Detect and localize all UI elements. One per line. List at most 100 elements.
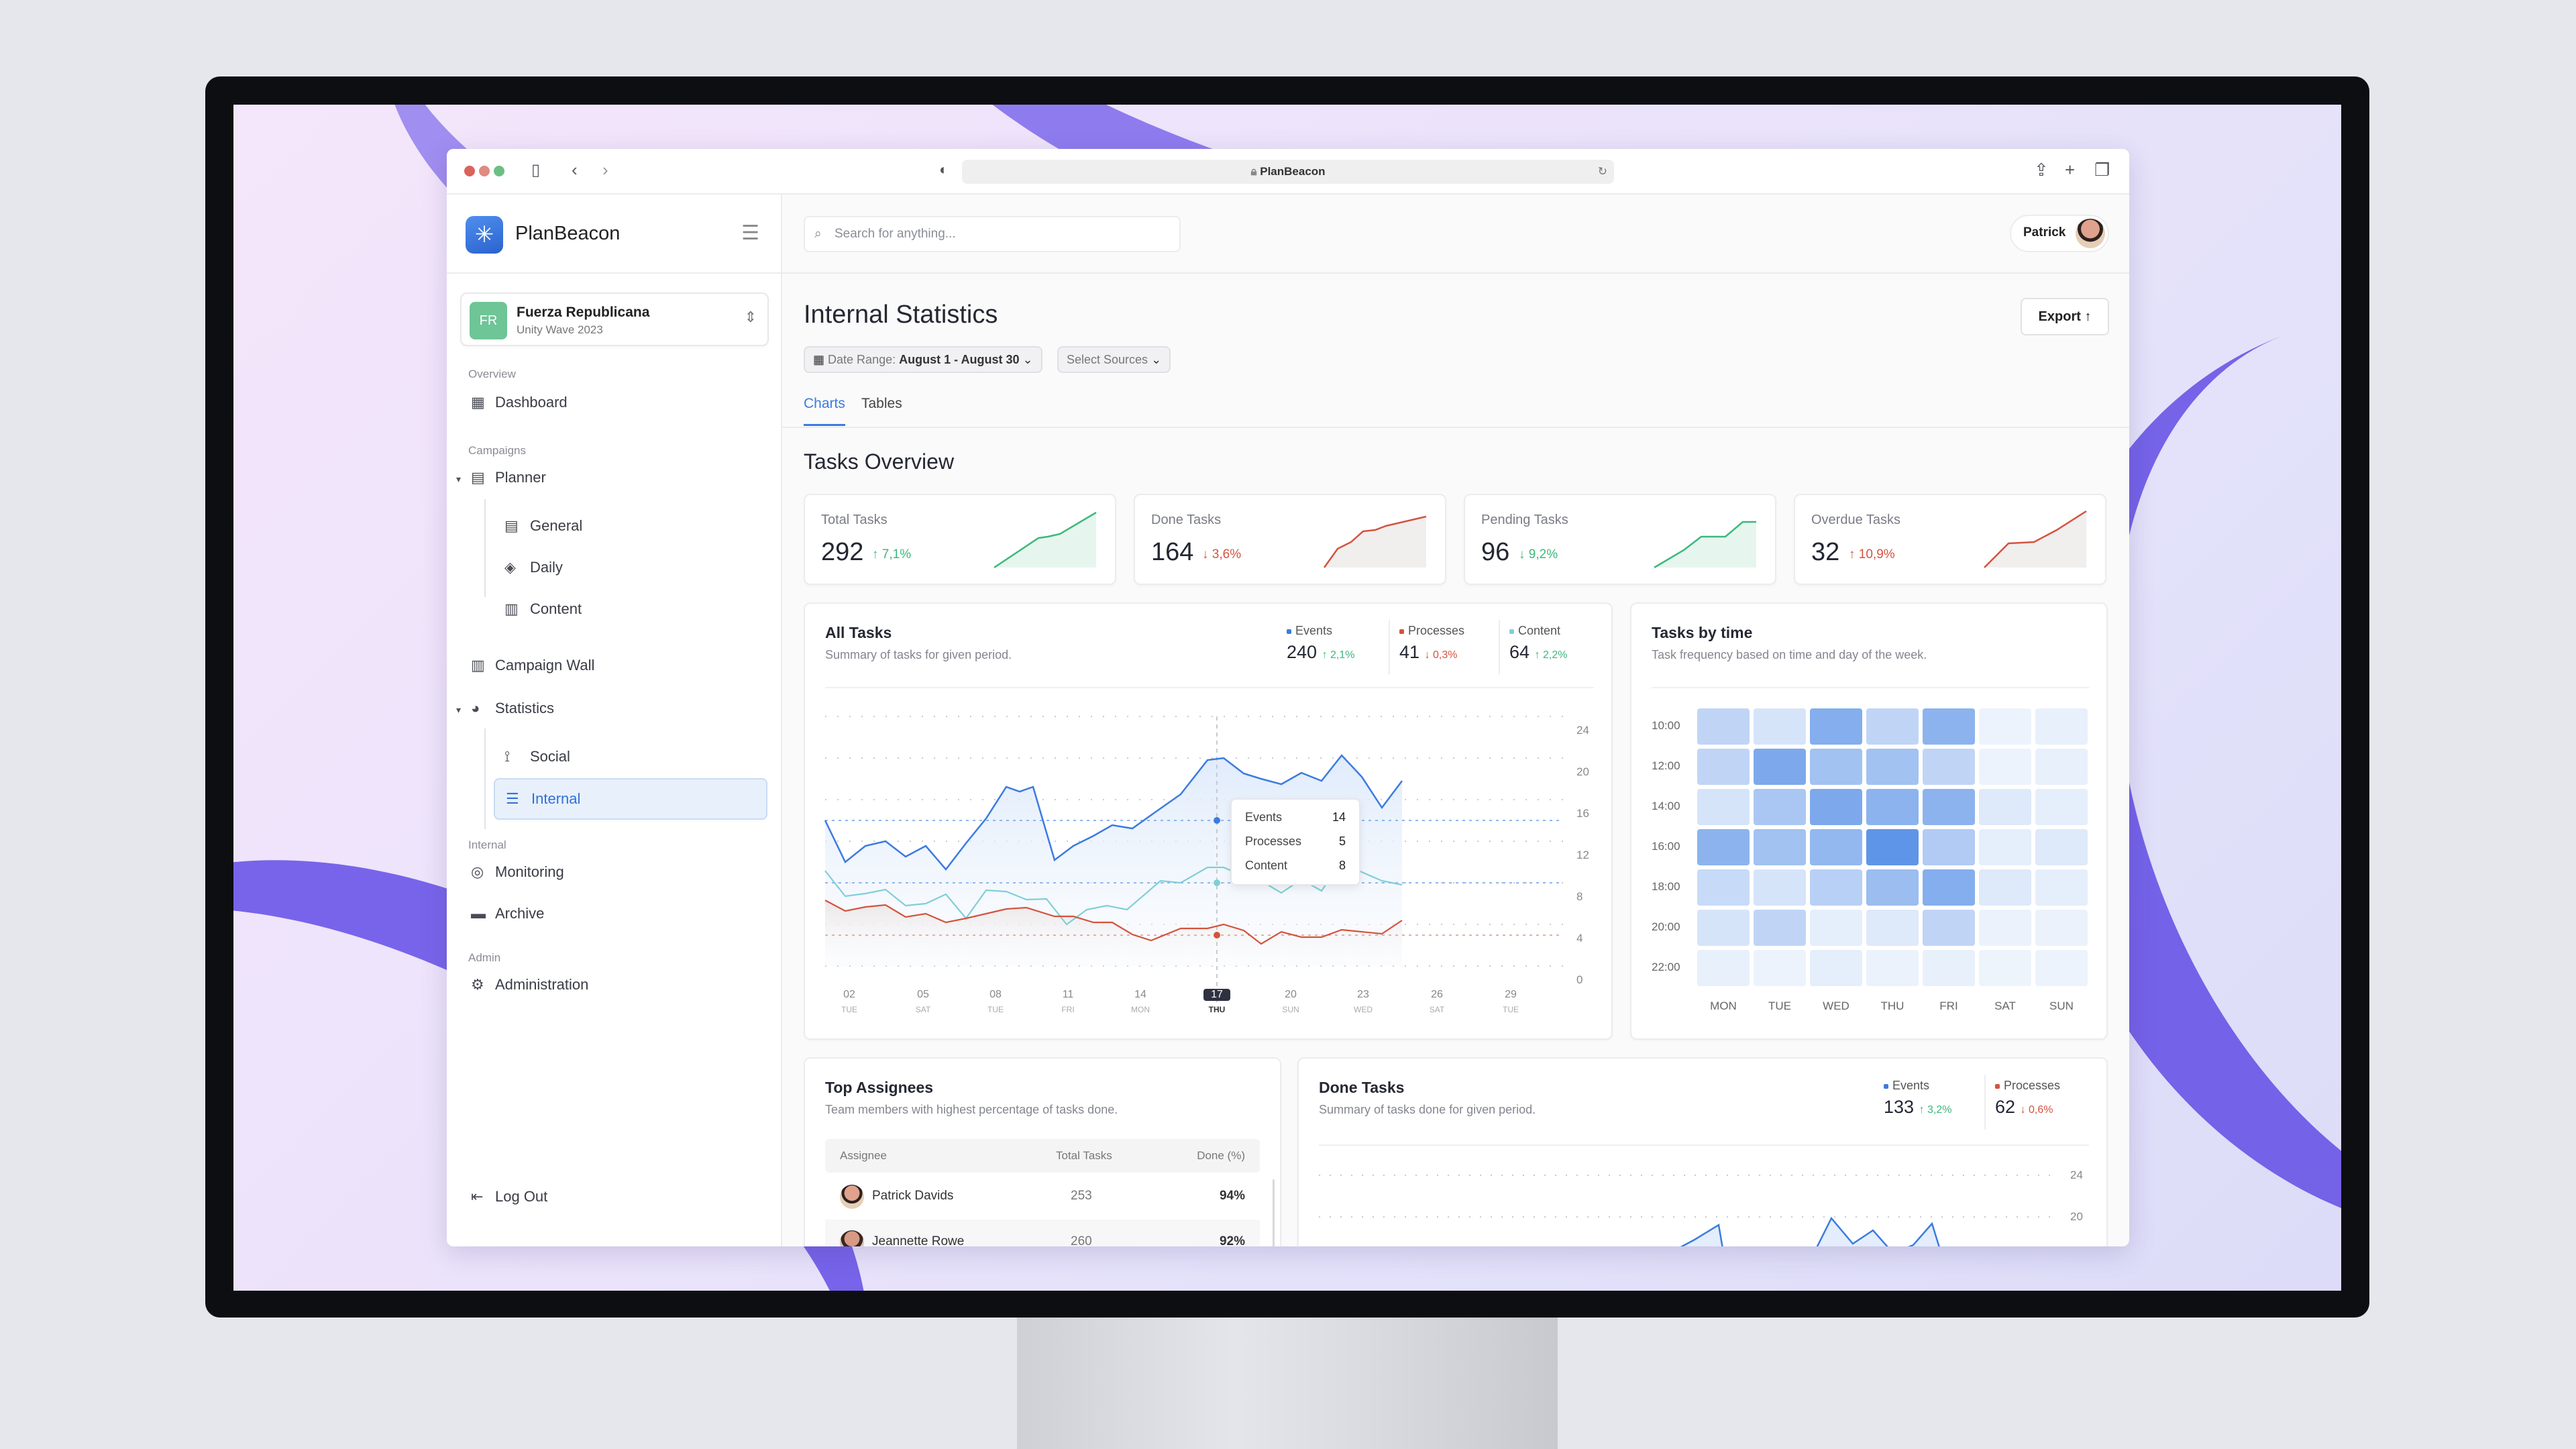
heatmap-cell[interactable] [1810, 869, 1862, 906]
heatmap-cell[interactable] [1697, 708, 1750, 745]
tabs-overview-icon[interactable]: ❐ [2094, 160, 2110, 180]
heatmap[interactable]: 10:00 12:00 14:00 16:00 18:00 20:00 22:00 MON TU… [1631, 604, 2109, 1041]
heatmap-cell[interactable] [1979, 749, 2031, 785]
heatmap-cell[interactable] [2035, 708, 2088, 745]
heatmap-cell[interactable] [1866, 789, 1919, 825]
date-range-filter[interactable]: ▦ Date Range: August 1 - August 30 ⌄ [804, 346, 1042, 373]
tab-charts[interactable]: Charts [804, 396, 845, 426]
heatmap-cell[interactable] [1697, 829, 1750, 865]
table-row[interactable]: Jeannette Rowe 260 92% [825, 1220, 1260, 1246]
done-tasks-line-chart[interactable] [1299, 1059, 2109, 1246]
heatmap-cell[interactable] [1866, 950, 1919, 986]
lock-icon: 🔒︎ [1250, 165, 1257, 178]
heatmap-cell[interactable] [1866, 708, 1919, 745]
tab-tables[interactable]: Tables [861, 396, 902, 411]
back-icon[interactable]: ‹ [572, 160, 578, 180]
heatmap-cell[interactable] [1866, 829, 1919, 865]
table-row[interactable]: Patrick Davids 253 94% [825, 1174, 1260, 1218]
x-tick-selected[interactable]: 17 THU [1203, 989, 1230, 1014]
shield-icon[interactable]: ◐ [939, 161, 949, 178]
sidebar-item-administration[interactable]: ⚙ Administration [471, 971, 588, 998]
network-icon: ⟟ [504, 748, 511, 765]
heatmap-cell[interactable] [1979, 950, 2031, 986]
card-title: Done Tasks [1319, 1079, 1405, 1096]
caret-down-icon[interactable]: ▾ [456, 474, 462, 484]
export-button[interactable]: Export ↑ [2021, 298, 2109, 335]
heatmap-cell[interactable] [1923, 749, 1975, 785]
sidebar-item-social[interactable]: ⟟ Social [504, 743, 570, 770]
address-bar[interactable]: 🔒︎ PlanBeacon ↻ [962, 160, 1614, 184]
sidebar-item-archive[interactable]: ▬ Archive [471, 900, 544, 927]
legend-processes[interactable]: Processes 41 ↓ 0,3% [1399, 624, 1465, 662]
scrollbar[interactable] [1273, 1179, 1275, 1246]
heatmap-cell[interactable] [1754, 910, 1806, 946]
heatmap-cell[interactable] [1923, 869, 1975, 906]
share-icon[interactable]: ⇪ [2034, 160, 2049, 180]
sidebar-item-internal[interactable]: ☰ Internal [494, 778, 767, 820]
sidebar-item-statistics[interactable]: ◕ Statistics [471, 695, 554, 722]
minimize-window-button[interactable] [479, 166, 490, 176]
menu-icon[interactable]: ☰ [741, 222, 759, 244]
heatmap-cell[interactable] [1697, 910, 1750, 946]
heatmap-cell[interactable] [1754, 708, 1806, 745]
forward-icon[interactable]: › [602, 160, 608, 180]
heatmap-cell[interactable] [2035, 869, 2088, 906]
heatmap-cell[interactable] [1979, 869, 2031, 906]
select-sources-filter[interactable]: Select Sources ⌄ [1057, 346, 1171, 373]
legend-events[interactable]: Events 133 ↑ 3,2% [1884, 1079, 1952, 1117]
zoom-window-button[interactable] [494, 166, 504, 176]
heatmap-cell[interactable] [1979, 708, 2031, 745]
heatmap-cell[interactable] [1923, 910, 1975, 946]
heatmap-cell[interactable] [1923, 950, 1975, 986]
new-tab-icon[interactable]: + [2065, 160, 2076, 180]
heatmap-cell[interactable] [2035, 910, 2088, 946]
sidebar-item-campaign-wall[interactable]: ▥ Campaign Wall [471, 652, 594, 679]
sidebar-toggle-icon[interactable]: ▯ [531, 161, 541, 179]
heatmap-cell[interactable] [1866, 910, 1919, 946]
heatmap-cell[interactable] [1697, 749, 1750, 785]
sidebar-item-daily[interactable]: ◈ Daily [504, 554, 563, 581]
heatmap-cell[interactable] [1923, 708, 1975, 745]
search-input[interactable]: ⌕ Search for anything... [804, 216, 1181, 252]
legend-content[interactable]: Content 64 ↑ 2,2% [1509, 624, 1568, 662]
heatmap-cell[interactable] [1810, 950, 1862, 986]
heatmap-cell[interactable] [1810, 789, 1862, 825]
sidebar-item-monitoring[interactable]: ◎ Monitoring [471, 859, 564, 885]
heatmap-cell[interactable] [1810, 910, 1862, 946]
reload-icon[interactable]: ↻ [1597, 165, 1607, 178]
heatmap-cell[interactable] [2035, 829, 2088, 865]
heatmap-cell[interactable] [2035, 749, 2088, 785]
heatmap-cell[interactable] [1810, 829, 1862, 865]
heatmap-cell[interactable] [1754, 749, 1806, 785]
caret-down-icon[interactable]: ▾ [456, 704, 462, 715]
sidebar-item-content[interactable]: ▥ Content [504, 596, 582, 623]
all-tasks-line-chart[interactable] [805, 604, 1614, 1041]
sidebar-item-dashboard[interactable]: ▦ Dashboard [471, 389, 568, 416]
heatmap-cell[interactable] [1697, 869, 1750, 906]
heatmap-cell[interactable] [1754, 789, 1806, 825]
heatmap-cell[interactable] [1979, 789, 2031, 825]
org-switcher[interactable]: FR Fuerza Republicana Unity Wave 2023 ⇕ [460, 292, 769, 346]
heatmap-cell[interactable] [1754, 950, 1806, 986]
legend-events[interactable]: Events 240 ↑ 2,1% [1287, 624, 1355, 662]
heatmap-cell[interactable] [1923, 789, 1975, 825]
heatmap-cell[interactable] [1866, 869, 1919, 906]
user-menu[interactable]: Patrick [2010, 215, 2109, 252]
heatmap-cell[interactable] [1810, 749, 1862, 785]
heatmap-cell[interactable] [1697, 950, 1750, 986]
legend-processes[interactable]: Processes 62 ↓ 0,6% [1995, 1079, 2061, 1117]
heatmap-cell[interactable] [1979, 829, 2031, 865]
heatmap-cell[interactable] [1697, 789, 1750, 825]
heatmap-cell[interactable] [1866, 749, 1919, 785]
sidebar-item-planner[interactable]: ▤ Planner [471, 464, 546, 491]
heatmap-cell[interactable] [1923, 829, 1975, 865]
logout-button[interactable]: ⇤ Log Out [471, 1183, 547, 1210]
heatmap-cell[interactable] [1979, 910, 2031, 946]
heatmap-cell[interactable] [1810, 708, 1862, 745]
heatmap-cell[interactable] [2035, 789, 2088, 825]
heatmap-cell[interactable] [2035, 950, 2088, 986]
heatmap-cell[interactable] [1754, 829, 1806, 865]
sidebar-item-general[interactable]: ▤ General [504, 513, 582, 539]
close-window-button[interactable] [464, 166, 475, 176]
heatmap-cell[interactable] [1754, 869, 1806, 906]
